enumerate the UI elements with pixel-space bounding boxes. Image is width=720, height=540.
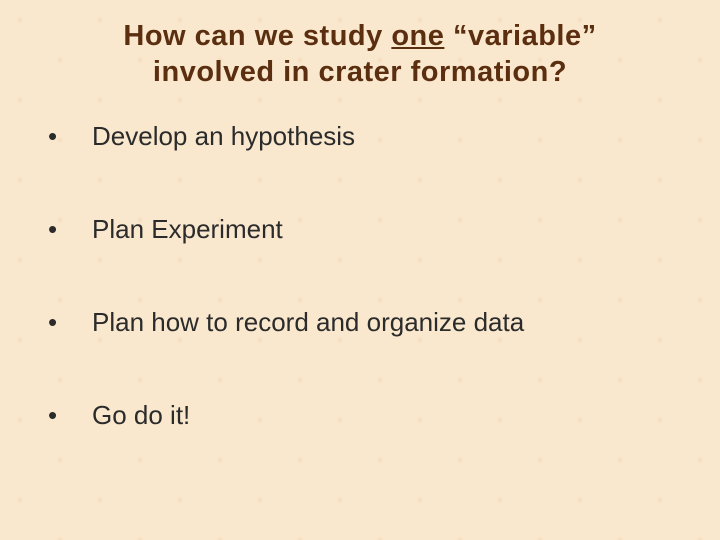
list-item: Plan Experiment [48,214,690,245]
slide: How can we study one “variable” involved… [0,0,720,540]
bullet-text: Develop an hypothesis [92,121,355,151]
bullet-text: Go do it! [92,400,190,430]
list-item: Plan how to record and organize data [48,307,690,338]
bullet-text: Plan how to record and organize data [92,307,524,337]
title-underlined: one [391,20,444,52]
list-item: Go do it! [48,400,690,431]
slide-title: How can we study one “variable” involved… [70,18,650,91]
bullet-list: Develop an hypothesis Plan Experiment Pl… [30,121,690,432]
title-pre: How can we study [123,20,391,52]
bullet-text: Plan Experiment [92,214,283,244]
list-item: Develop an hypothesis [48,121,690,152]
